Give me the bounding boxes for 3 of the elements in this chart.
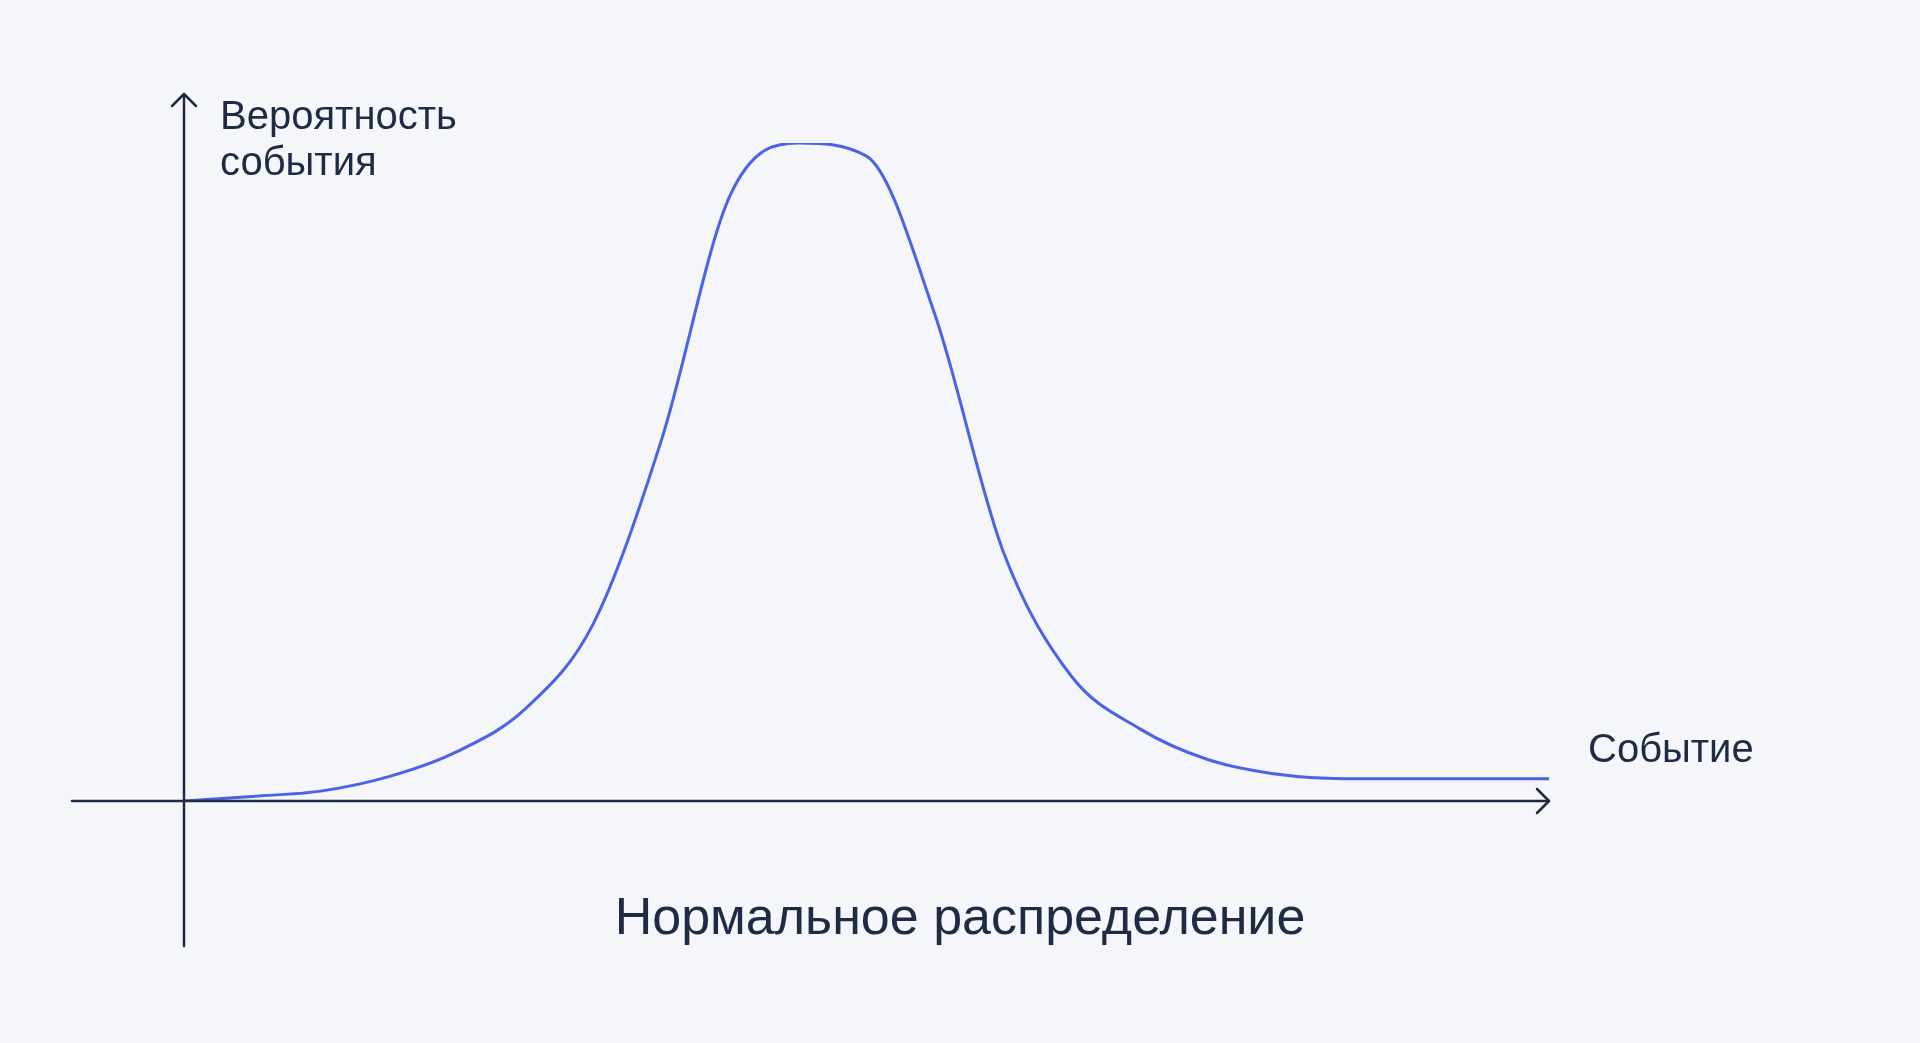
text: Нормальное распределение [613,886,1307,946]
y-axis-title: Вероятность события [220,92,458,184]
x-axis-title: Событие [1588,726,1754,771]
